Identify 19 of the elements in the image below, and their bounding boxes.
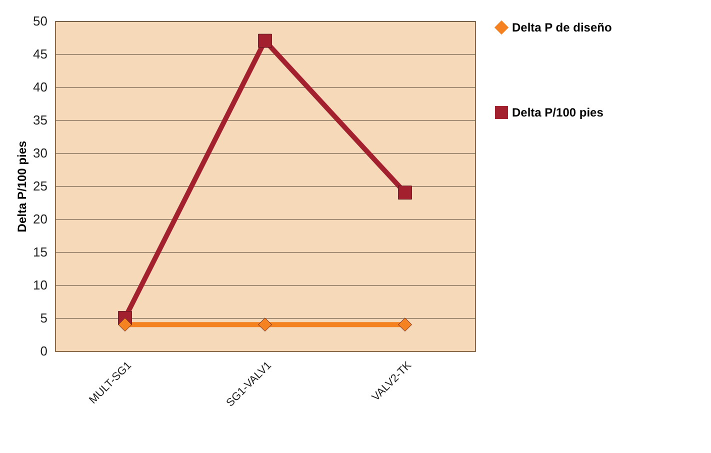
legend-label: Delta P/100 pies bbox=[512, 106, 604, 120]
y-tick-label: 30 bbox=[33, 146, 48, 160]
point bbox=[398, 318, 412, 332]
point bbox=[258, 34, 272, 48]
y-tick-label: 40 bbox=[33, 80, 48, 94]
y-tick-label: 10 bbox=[33, 278, 48, 292]
y-tick-label: 20 bbox=[33, 212, 48, 226]
y-tick-label: 5 bbox=[40, 310, 48, 326]
y-tick-label: 15 bbox=[33, 244, 48, 260]
point bbox=[398, 186, 412, 200]
point bbox=[258, 318, 272, 332]
y-tick-label: 25 bbox=[33, 178, 48, 194]
y-tick-label: 45 bbox=[33, 46, 48, 62]
point bbox=[118, 318, 132, 332]
y-tick-label: 50 bbox=[33, 14, 48, 28]
y-axis-title: Delta P/100 pies bbox=[15, 140, 30, 232]
y-tick-label: 35 bbox=[33, 112, 48, 128]
y-tick-label: 0 bbox=[40, 344, 48, 358]
legend-label: Delta P de diseño bbox=[512, 20, 612, 34]
